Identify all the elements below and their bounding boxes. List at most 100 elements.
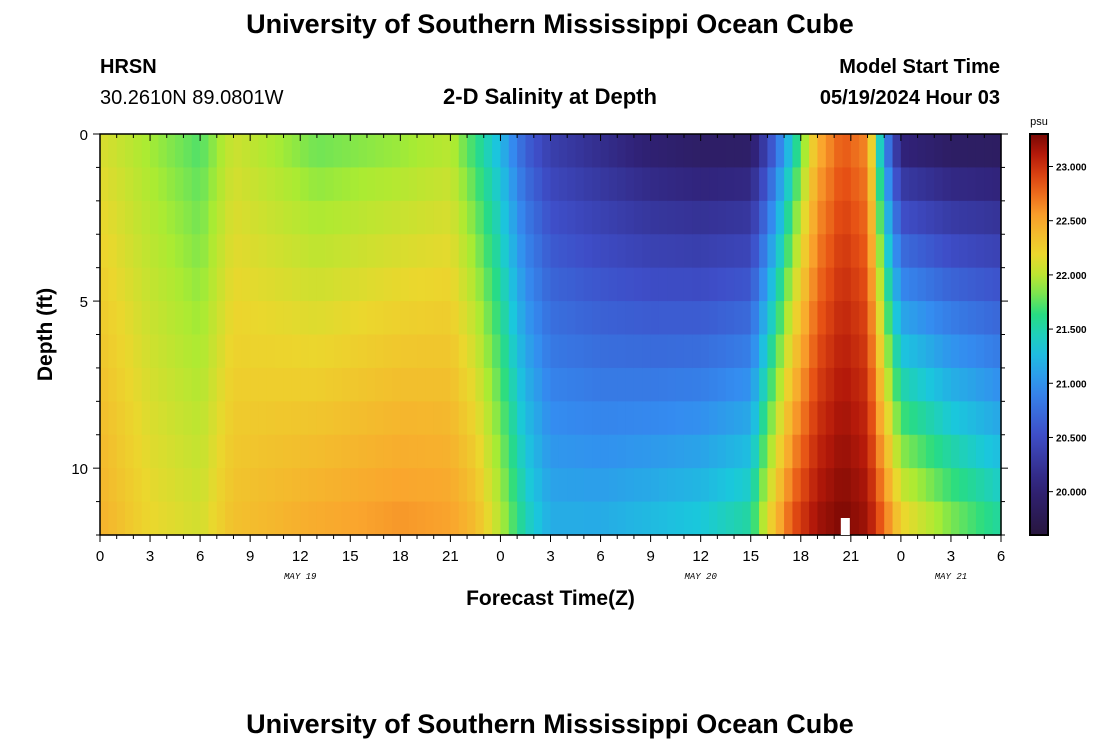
heatmap-cell <box>258 468 268 503</box>
heatmap-cell <box>575 434 585 469</box>
heatmap-cell <box>925 234 935 269</box>
heatmap-cell <box>550 234 560 269</box>
heatmap-cell <box>675 468 685 503</box>
heatmap-cell <box>658 200 668 235</box>
heatmap-cell <box>675 334 685 369</box>
heatmap-cell <box>492 334 502 369</box>
heatmap-cell <box>892 167 902 202</box>
heatmap-cell <box>158 134 168 169</box>
heatmap-cell <box>525 367 535 402</box>
heatmap-cell <box>508 234 518 269</box>
heatmap-cell <box>750 468 760 503</box>
heatmap-cell <box>617 301 627 336</box>
heatmap-cell <box>925 167 935 202</box>
heatmap-cell <box>375 200 385 235</box>
heatmap-cell <box>850 267 860 302</box>
heatmap-cell <box>925 200 935 235</box>
heatmap-cell <box>225 301 235 336</box>
heatmap-cell <box>884 501 894 536</box>
heatmap-cell <box>492 267 502 302</box>
heatmap-cell <box>366 401 376 436</box>
heatmap-cell <box>166 200 176 235</box>
heatmap-cell <box>734 200 743 235</box>
heatmap-cell <box>725 401 735 436</box>
heatmap-cell <box>108 468 118 503</box>
heatmap-cell <box>984 200 994 235</box>
heatmap-cell <box>408 234 418 269</box>
heatmap-cell <box>608 167 618 202</box>
heatmap-cell <box>341 234 351 269</box>
heatmap-cell <box>525 401 535 436</box>
heatmap-cell <box>358 501 368 536</box>
heatmap-cell <box>341 134 351 169</box>
heatmap-cell <box>600 267 610 302</box>
heatmap-cell <box>809 134 819 169</box>
heatmap-cell <box>558 501 568 536</box>
heatmap-cell <box>875 401 885 436</box>
heatmap-cell <box>350 301 360 336</box>
heatmap-cell <box>341 468 351 503</box>
heatmap-cell <box>583 200 593 235</box>
heatmap-cell <box>975 200 985 235</box>
heatmap-cell <box>333 401 343 436</box>
heatmap-cell <box>558 267 568 302</box>
heatmap-cell <box>842 367 852 402</box>
heatmap-cell <box>800 334 810 369</box>
heatmap-cell <box>617 501 627 536</box>
heatmap-cell <box>350 334 360 369</box>
heatmap-cell <box>617 267 627 302</box>
heatmap-cell <box>592 468 602 503</box>
heatmap-cell <box>608 200 618 235</box>
heatmap-cell <box>859 334 869 369</box>
x-tick-label: 6 <box>596 548 604 565</box>
heatmap-cell <box>825 468 835 503</box>
heatmap-cell <box>258 200 268 235</box>
heatmap-cell <box>383 234 393 269</box>
heatmap-cell <box>917 267 927 302</box>
heatmap-cell <box>533 234 543 269</box>
heatmap-cell <box>959 200 969 235</box>
heatmap-cell <box>734 267 743 302</box>
heatmap-cell <box>458 267 468 302</box>
heatmap-cell <box>567 167 577 202</box>
heatmap-cell <box>767 200 777 235</box>
heatmap-cell <box>859 200 869 235</box>
heatmap-cell <box>408 468 418 503</box>
heatmap-cell <box>692 401 702 436</box>
heatmap-cell <box>125 468 134 503</box>
heatmap-cell <box>508 501 518 536</box>
heatmap-cell <box>108 234 118 269</box>
heatmap-cell <box>191 167 201 202</box>
heatmap-cell <box>550 401 560 436</box>
heatmap-cell <box>483 367 493 402</box>
heatmap-cell <box>642 468 652 503</box>
heatmap-cell <box>692 234 702 269</box>
heatmap-cell <box>341 167 351 202</box>
heatmap-cell <box>100 267 109 302</box>
heatmap-cell <box>492 434 502 469</box>
heatmap-cell <box>116 234 126 269</box>
heatmap-cell <box>767 167 777 202</box>
heatmap-cell <box>867 301 877 336</box>
heatmap-cell <box>725 134 735 169</box>
heatmap-cell <box>133 468 143 503</box>
heatmap-cell <box>859 468 869 503</box>
heatmap-cell <box>467 367 477 402</box>
heatmap-cell <box>283 200 293 235</box>
heatmap-cell <box>792 501 802 536</box>
heatmap-cell <box>425 401 435 436</box>
heatmap-cell <box>842 401 852 436</box>
heatmap-cell <box>734 167 743 202</box>
heatmap-cell <box>366 434 376 469</box>
heatmap-cell <box>108 267 118 302</box>
heatmap-cell <box>834 301 844 336</box>
heatmap-cell <box>917 367 927 402</box>
heatmap-cell <box>825 367 835 402</box>
heatmap-cell <box>116 301 126 336</box>
heatmap-cell <box>934 167 944 202</box>
heatmap-cell <box>892 301 902 336</box>
heatmap-cell <box>942 234 952 269</box>
heatmap-cell <box>108 434 118 469</box>
heatmap-cell <box>266 401 276 436</box>
heatmap-cell <box>809 501 819 536</box>
